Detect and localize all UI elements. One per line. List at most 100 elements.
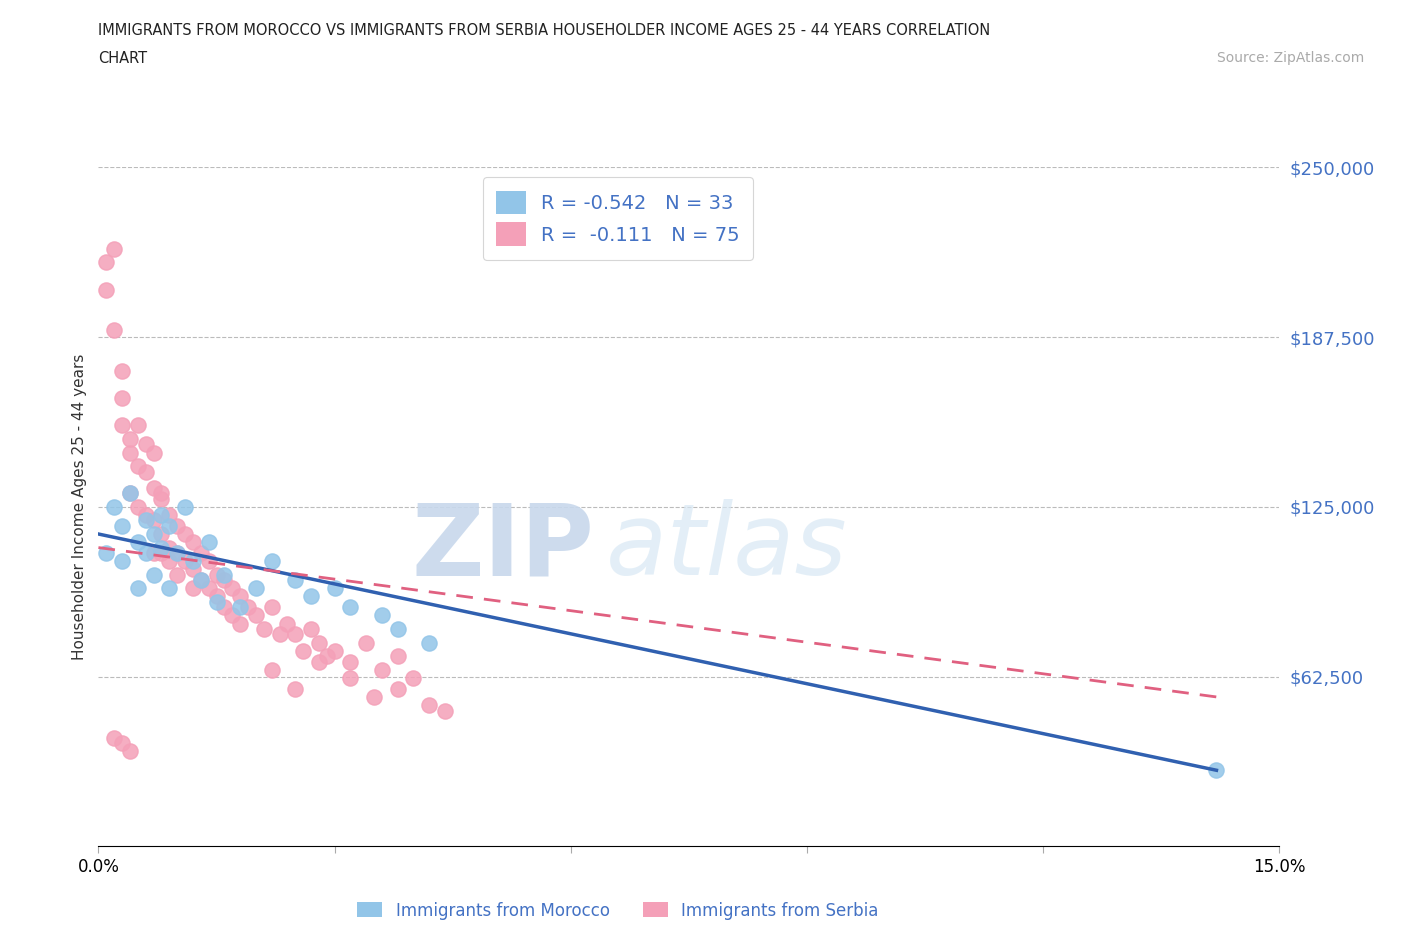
Point — [214, 600, 236, 615]
Point — [371, 608, 394, 623]
Point — [142, 513, 165, 528]
Point — [260, 662, 283, 677]
Point — [142, 481, 165, 496]
Point — [284, 627, 307, 642]
Point — [142, 526, 165, 541]
Point — [236, 600, 259, 615]
Point — [402, 671, 425, 685]
Point — [103, 242, 125, 257]
Point — [96, 282, 118, 297]
Point — [142, 445, 165, 460]
Point — [299, 589, 322, 604]
Point — [135, 437, 157, 452]
Point — [229, 589, 252, 604]
Point — [371, 662, 394, 677]
Point — [190, 573, 212, 588]
Text: IMMIGRANTS FROM MOROCCO VS IMMIGRANTS FROM SERBIA HOUSEHOLDER INCOME AGES 25 - 4: IMMIGRANTS FROM MOROCCO VS IMMIGRANTS FR… — [98, 23, 991, 38]
Point — [127, 418, 149, 432]
Point — [387, 649, 409, 664]
Point — [229, 617, 252, 631]
Point — [276, 617, 298, 631]
Point — [103, 499, 125, 514]
Point — [284, 682, 307, 697]
Point — [245, 608, 267, 623]
Point — [111, 418, 134, 432]
Point — [142, 546, 165, 561]
Point — [308, 654, 330, 669]
Point — [150, 546, 173, 561]
Point — [127, 581, 149, 596]
Point — [157, 581, 180, 596]
Point — [221, 608, 243, 623]
Point — [387, 621, 409, 636]
Point — [387, 682, 409, 697]
Point — [135, 513, 157, 528]
Point — [111, 364, 134, 379]
Point — [103, 323, 125, 338]
Point — [181, 535, 204, 550]
Point — [157, 508, 180, 523]
Point — [118, 744, 141, 759]
Point — [323, 644, 346, 658]
Text: atlas: atlas — [606, 499, 848, 596]
Text: ZIP: ZIP — [412, 499, 595, 596]
Point — [127, 458, 149, 473]
Point — [190, 573, 212, 588]
Point — [269, 627, 291, 642]
Point — [118, 445, 141, 460]
Point — [433, 703, 456, 718]
Point — [174, 499, 197, 514]
Point — [260, 553, 283, 568]
Point — [197, 581, 219, 596]
Point — [221, 581, 243, 596]
Point — [214, 573, 236, 588]
Point — [150, 491, 173, 506]
Point — [214, 567, 236, 582]
Point — [166, 546, 188, 561]
Text: Source: ZipAtlas.com: Source: ZipAtlas.com — [1216, 51, 1364, 65]
Point — [127, 535, 149, 550]
Point — [418, 635, 440, 650]
Point — [174, 526, 197, 541]
Point — [205, 589, 228, 604]
Point — [127, 499, 149, 514]
Point — [174, 553, 197, 568]
Point — [150, 526, 173, 541]
Point — [339, 654, 361, 669]
Point — [339, 671, 361, 685]
Point — [150, 508, 173, 523]
Y-axis label: Householder Income Ages 25 - 44 years: Householder Income Ages 25 - 44 years — [72, 353, 87, 660]
Point — [418, 698, 440, 712]
Point — [166, 567, 188, 582]
Point — [157, 518, 180, 533]
Point — [284, 573, 307, 588]
Point — [181, 553, 204, 568]
Point — [111, 553, 134, 568]
Point — [197, 535, 219, 550]
Point — [315, 649, 337, 664]
Point — [111, 391, 134, 405]
Point — [205, 594, 228, 609]
Point — [181, 562, 204, 577]
Legend: Immigrants from Morocco, Immigrants from Serbia: Immigrants from Morocco, Immigrants from… — [350, 895, 886, 926]
Point — [118, 485, 141, 500]
Point — [111, 518, 134, 533]
Point — [96, 546, 118, 561]
Point — [363, 689, 385, 704]
Point — [96, 255, 118, 270]
Point — [157, 553, 180, 568]
Point — [103, 730, 125, 745]
Point — [150, 485, 173, 500]
Point — [197, 553, 219, 568]
Point — [260, 600, 283, 615]
Point — [190, 546, 212, 561]
Point — [245, 581, 267, 596]
Point — [354, 635, 377, 650]
Point — [166, 546, 188, 561]
Point — [323, 581, 346, 596]
Point — [339, 600, 361, 615]
Point — [142, 567, 165, 582]
Point — [150, 540, 173, 555]
Text: CHART: CHART — [98, 51, 148, 66]
Point — [205, 567, 228, 582]
